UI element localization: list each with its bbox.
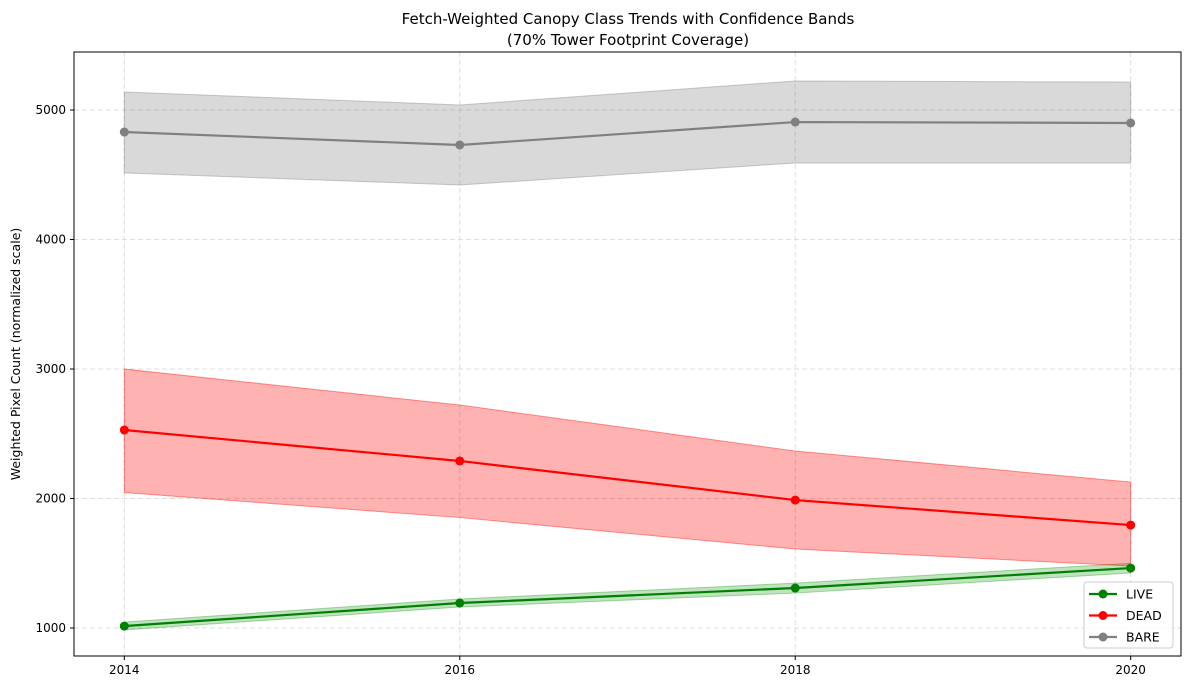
y-tick-label: 4000	[35, 233, 66, 247]
y-axis-label: Weighted Pixel Count (normalized scale)	[8, 228, 23, 481]
chart-subtitle: (70% Tower Footprint Coverage)	[507, 31, 749, 49]
legend-box	[1083, 581, 1174, 649]
data-point-live	[119, 621, 129, 631]
y-tick-label: 1000	[35, 621, 66, 635]
data-point-bare	[455, 140, 465, 150]
legend-marker	[1098, 589, 1108, 599]
legend: LIVE DEAD BARE	[1083, 581, 1174, 649]
data-point-live	[455, 598, 465, 608]
data-point-dead	[1126, 520, 1136, 530]
x-tick-label: 2018	[780, 663, 811, 677]
data-point-dead	[790, 495, 800, 505]
plot-frame	[73, 51, 1182, 657]
x-tick-label: 2016	[444, 663, 475, 677]
data-point-dead	[119, 425, 129, 435]
x-tick-label: 2014	[109, 663, 140, 677]
legend-marker	[1098, 632, 1108, 642]
legend-marker	[1098, 611, 1108, 620]
series-line-dead	[124, 428, 1131, 527]
y-tick-label: 2000	[35, 492, 66, 506]
series-line-bare	[124, 120, 1131, 147]
legend-label-dead: DEAD	[1126, 608, 1162, 623]
data-point-bare	[1126, 118, 1136, 128]
y-tick-label: 5000	[35, 103, 66, 117]
data-point-bare	[119, 127, 129, 137]
y-tick-label: 3000	[35, 362, 66, 376]
data-point-live	[1126, 563, 1136, 573]
x-tick-label: 2020	[1115, 663, 1146, 677]
series-line-live	[124, 566, 1131, 628]
data-point-dead	[455, 456, 465, 466]
data-point-bare	[790, 117, 800, 127]
legend-label-live: LIVE	[1126, 587, 1153, 602]
legend-label-bare: BARE	[1126, 630, 1160, 645]
confidence-band-dead	[123, 368, 1132, 567]
data-point-live	[790, 583, 800, 593]
chart-title: Fetch-Weighted Canopy Class Trends with …	[402, 10, 855, 28]
